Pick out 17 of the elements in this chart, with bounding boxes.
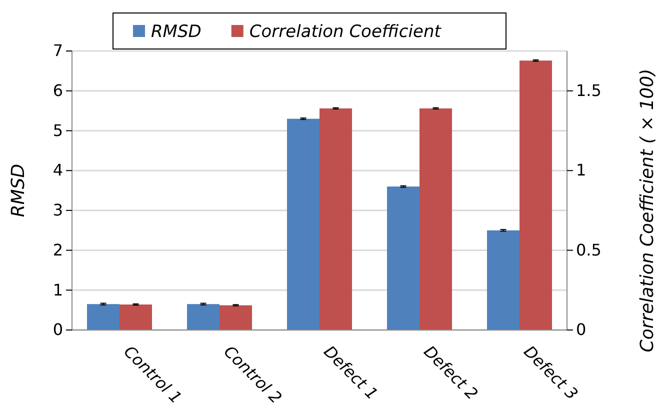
y-tick-label: 2: [52, 240, 63, 260]
y2-tick-label: 0: [576, 320, 586, 340]
y-tick-label: 5: [52, 120, 63, 140]
y2-tick-label: 1.5: [576, 80, 602, 100]
legend-label: Correlation Coefficient: [249, 22, 442, 42]
y-tick-label: 4: [52, 160, 63, 180]
y-tick-label: 1: [52, 280, 63, 300]
y-axis-title: RMSD: [8, 164, 29, 218]
y-tick-label: 6: [52, 80, 63, 100]
y2-axis-title: Correlation Coefficient ( × 100): [637, 68, 658, 352]
y-tick-label: 3: [52, 200, 63, 220]
legend-label: RMSD: [151, 22, 202, 42]
y-tick-label: 7: [52, 41, 63, 60]
y-tick-label: 0: [52, 320, 63, 340]
bar: [520, 60, 552, 330]
y2-tick-label: 1: [576, 160, 586, 180]
y2-tick-label: 0.5: [576, 240, 602, 260]
